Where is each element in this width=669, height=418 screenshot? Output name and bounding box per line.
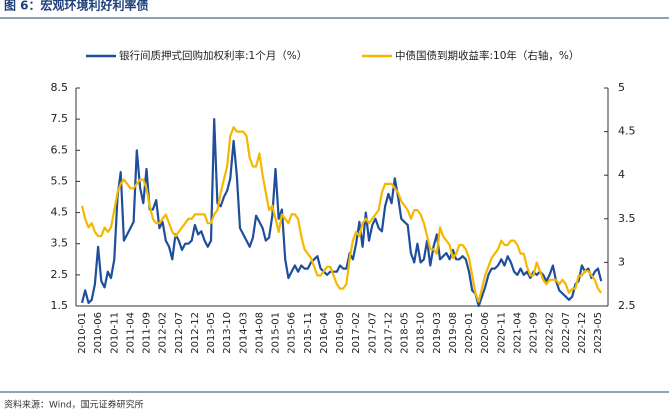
x-tick-label: 2018-05 (400, 312, 411, 354)
x-tick-label: 2023-05 (593, 312, 604, 354)
x-tick-label: 2012-07 (174, 312, 185, 354)
y-tick-label: 3.5 (51, 237, 69, 250)
y-tick-label: 7.5 (51, 112, 69, 125)
x-tick-label: 2016-09 (335, 312, 346, 354)
x-tick-label: 2012-12 (190, 312, 201, 354)
x-tick-label: 2015-11 (303, 312, 314, 354)
x-tick-label: 2017-07 (367, 312, 378, 354)
x-tick-label: 2013-10 (222, 312, 233, 354)
x-tick-label: 2016-04 (319, 312, 330, 354)
x-tick-label: 2021-04 (512, 312, 523, 354)
legend-label: 银行间质押式回购加权利率:1个月（%） (119, 49, 307, 62)
x-tick-label: 2010-01 (77, 312, 88, 354)
series-line (80, 118, 603, 308)
x-tick-label: 2019-08 (448, 312, 459, 354)
x-tick-label: 2020-11 (496, 312, 507, 354)
x-tick-label: 2012-02 (158, 312, 169, 354)
x-tick-label: 2010-06 (93, 312, 104, 354)
x-tick-label: 2017-12 (383, 312, 394, 354)
y2-tick-label: 3.5 (618, 212, 636, 225)
x-tick-label: 2017-02 (351, 312, 362, 354)
y2-tick-label: 2.5 (618, 299, 636, 312)
x-tick-label: 2011-09 (142, 312, 153, 354)
x-tick-label: 2015-06 (287, 312, 298, 354)
source: 资料来源：Wind，国元证券研究所 (4, 399, 144, 411)
y-tick-label: 2.5 (51, 268, 69, 281)
x-tick-label: 2022-07 (561, 312, 572, 354)
y2-tick-label: 5 (618, 81, 625, 94)
y-tick-label: 5.5 (51, 174, 69, 187)
y-tick-label: 6.5 (51, 143, 69, 156)
x-tick-label: 2018-10 (416, 312, 427, 354)
y-tick-label: 8.5 (51, 81, 69, 94)
x-tick-label: 2013-05 (206, 312, 217, 354)
legend-label: 中债国债到期收益率:10年（右轴，%） (395, 49, 579, 62)
y2-tick-label: 3 (618, 255, 625, 268)
x-tick-label: 2010-11 (109, 312, 120, 354)
series-line (80, 126, 603, 303)
x-tick-label: 2015-01 (271, 312, 282, 354)
y2-tick-label: 4 (618, 168, 625, 181)
x-tick-label: 2011-04 (125, 312, 136, 354)
x-tick-label: 2021-09 (529, 312, 540, 354)
y-tick-label: 4.5 (51, 206, 69, 219)
y2-tick-label: 4.5 (618, 125, 636, 138)
x-tick-label: 2020-06 (480, 312, 491, 354)
x-tick-label: 2014-08 (254, 312, 265, 354)
x-tick-label: 2014-03 (238, 312, 249, 354)
x-tick-label: 2020-01 (464, 312, 475, 354)
x-tick-label: 2019-03 (432, 312, 443, 354)
x-tick-label: 2022-02 (545, 312, 556, 354)
chart-title: 图 6：宏观环境利好利率债 (4, 0, 149, 13)
x-tick-label: 2022-12 (577, 312, 588, 354)
y-tick-label: 1.5 (51, 299, 69, 312)
